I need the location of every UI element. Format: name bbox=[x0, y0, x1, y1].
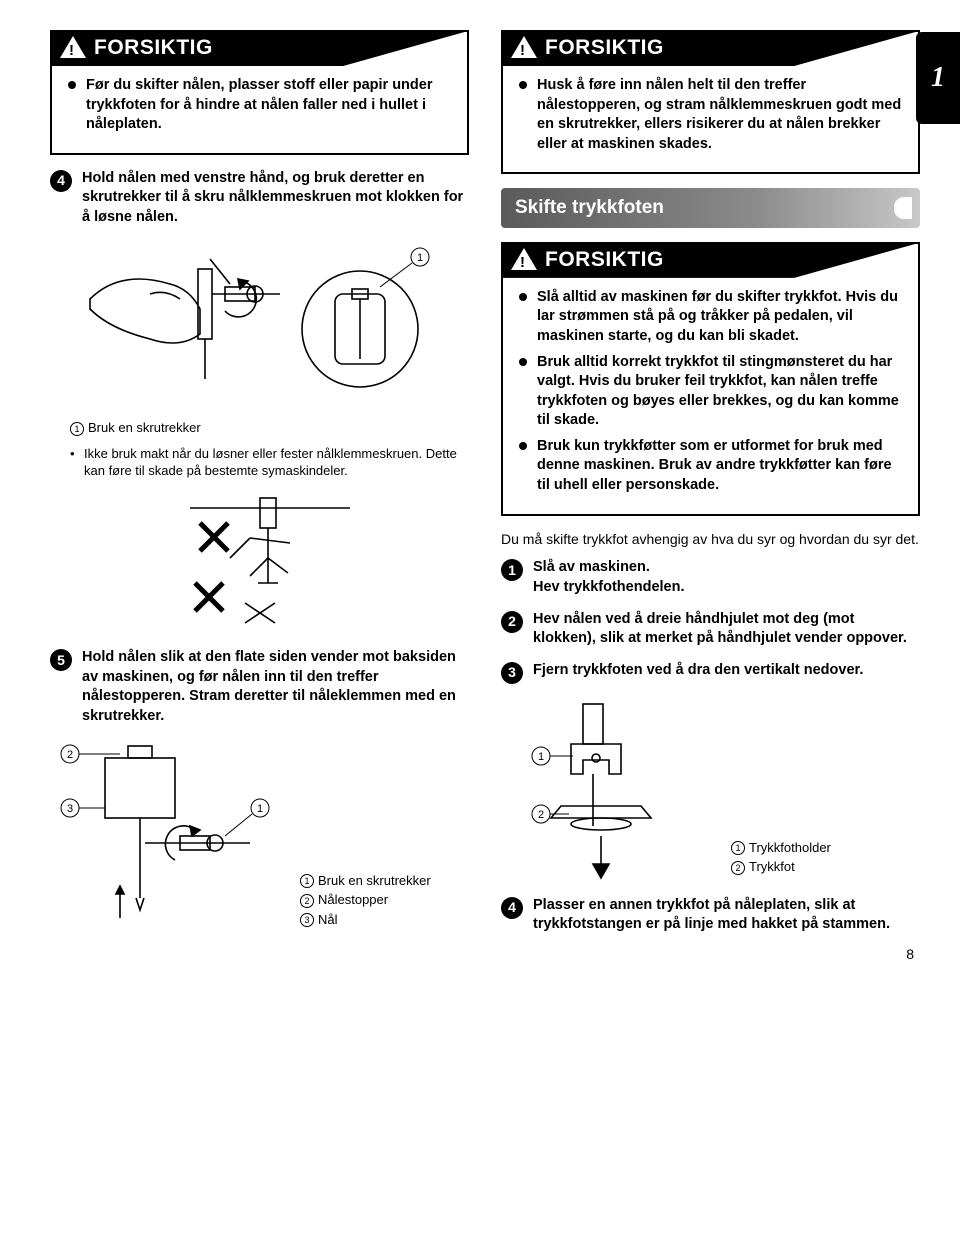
step-number: 2 bbox=[501, 611, 523, 633]
content-columns: ! FORSIKTIG Før du skifter nålen, plasse… bbox=[50, 30, 920, 948]
caution-item: Slå alltid av maskinen før du skifter tr… bbox=[517, 288, 904, 347]
figure-remove-foot: 1 2 bbox=[501, 696, 711, 886]
legend-text: Trykkfotholder bbox=[749, 840, 831, 855]
step-text: Plasser en annen trykkfot på nåleplaten,… bbox=[533, 896, 920, 935]
svg-text:1: 1 bbox=[257, 803, 263, 815]
legend-text: Bruk en skrutrekker bbox=[88, 420, 201, 435]
caution-item: Bruk kun trykkføtter som er utformet for… bbox=[517, 437, 904, 496]
right-column: ! FORSIKTIG Husk å føre inn nålen helt t… bbox=[501, 30, 920, 948]
step-text: Hev nålen ved å dreie håndhjulet mot deg… bbox=[533, 610, 920, 649]
step-text: Hold nålen slik at den flate siden vende… bbox=[82, 648, 469, 726]
figure-insert-needle: 2 3 1 bbox=[50, 738, 280, 938]
step-text: Fjern trykkfoten ved å dra den vertikalt… bbox=[533, 661, 863, 684]
page-number: 8 bbox=[906, 945, 914, 964]
intro-text: Du må skifte trykkfot avhengig av hva du… bbox=[501, 530, 920, 549]
caution-box-3: ! FORSIKTIG Slå alltid av maskinen før d… bbox=[501, 242, 920, 516]
svg-text:1: 1 bbox=[538, 751, 544, 763]
step-5-left: 5 Hold nålen slik at den flate siden ven… bbox=[50, 648, 469, 726]
caution-box-1: ! FORSIKTIG Før du skifter nålen, plasse… bbox=[50, 30, 469, 155]
step-number: 5 bbox=[50, 649, 72, 671]
caution-item: Før du skifter nålen, plasser stoff elle… bbox=[66, 76, 453, 135]
figure-1-note: Ikke bruk makt når du løsner eller feste… bbox=[70, 445, 469, 480]
caution-title: FORSIKTIG bbox=[545, 34, 664, 62]
caution-title: FORSIKTIG bbox=[545, 246, 664, 274]
legend-text: Nål bbox=[318, 912, 338, 927]
step-text: Slå av maskinen. Hev trykkfothendelen. bbox=[533, 558, 685, 597]
step-2-right: 2 Hev nålen ved å dreie håndhjulet mot d… bbox=[501, 610, 920, 649]
step-3-right: 3 Fjern trykkfoten ved å dra den vertika… bbox=[501, 661, 920, 684]
step-text: Hold nålen med venstre hånd, og bruk der… bbox=[82, 169, 469, 228]
step-number: 3 bbox=[501, 662, 523, 684]
svg-text:2: 2 bbox=[67, 749, 73, 761]
left-column: ! FORSIKTIG Før du skifter nålen, plasse… bbox=[50, 30, 469, 948]
step-1-right: 1 Slå av maskinen. Hev trykkfothendelen. bbox=[501, 558, 920, 597]
figure-3-legend: 1Trykkfotholder 2Trykkfot bbox=[731, 839, 831, 878]
step-4-left: 4 Hold nålen med venstre hånd, og bruk d… bbox=[50, 169, 469, 228]
svg-text:2: 2 bbox=[538, 809, 544, 821]
figure-1-legend: 1Bruk en skrutrekker bbox=[70, 419, 469, 437]
step-number: 4 bbox=[501, 897, 523, 919]
legend-text: Nålestopper bbox=[318, 892, 388, 907]
step-number: 1 bbox=[501, 559, 523, 581]
legend-text: Bruk en skrutrekker bbox=[318, 873, 431, 888]
callout-1: 1 bbox=[416, 252, 422, 264]
step-4-right: 4 Plasser en annen trykkfot på nåleplate… bbox=[501, 896, 920, 935]
caution-header: ! FORSIKTIG bbox=[50, 30, 469, 66]
caution-item: Husk å føre inn nålen helt til den treff… bbox=[517, 76, 904, 154]
chapter-tab: 1 bbox=[916, 32, 960, 124]
legend-text: Trykkfot bbox=[749, 859, 795, 874]
step-number: 4 bbox=[50, 170, 72, 192]
caution-header: ! FORSIKTIG bbox=[501, 242, 920, 278]
caution-header: ! FORSIKTIG bbox=[501, 30, 920, 66]
caution-item: Bruk alltid korrekt trykkfot til stingmø… bbox=[517, 353, 904, 431]
section-heading: Skifte trykkfoten bbox=[501, 188, 920, 228]
svg-text:3: 3 bbox=[67, 803, 73, 815]
caution-title: FORSIKTIG bbox=[94, 34, 213, 62]
figure-screwdriver-loosen: 1 bbox=[50, 239, 469, 409]
figure-do-not-force bbox=[50, 488, 469, 638]
caution-box-2: ! FORSIKTIG Husk å føre inn nålen helt t… bbox=[501, 30, 920, 174]
figure-2-legend: 1Bruk en skrutrekker 2Nålestopper 3Nål bbox=[300, 872, 431, 931]
